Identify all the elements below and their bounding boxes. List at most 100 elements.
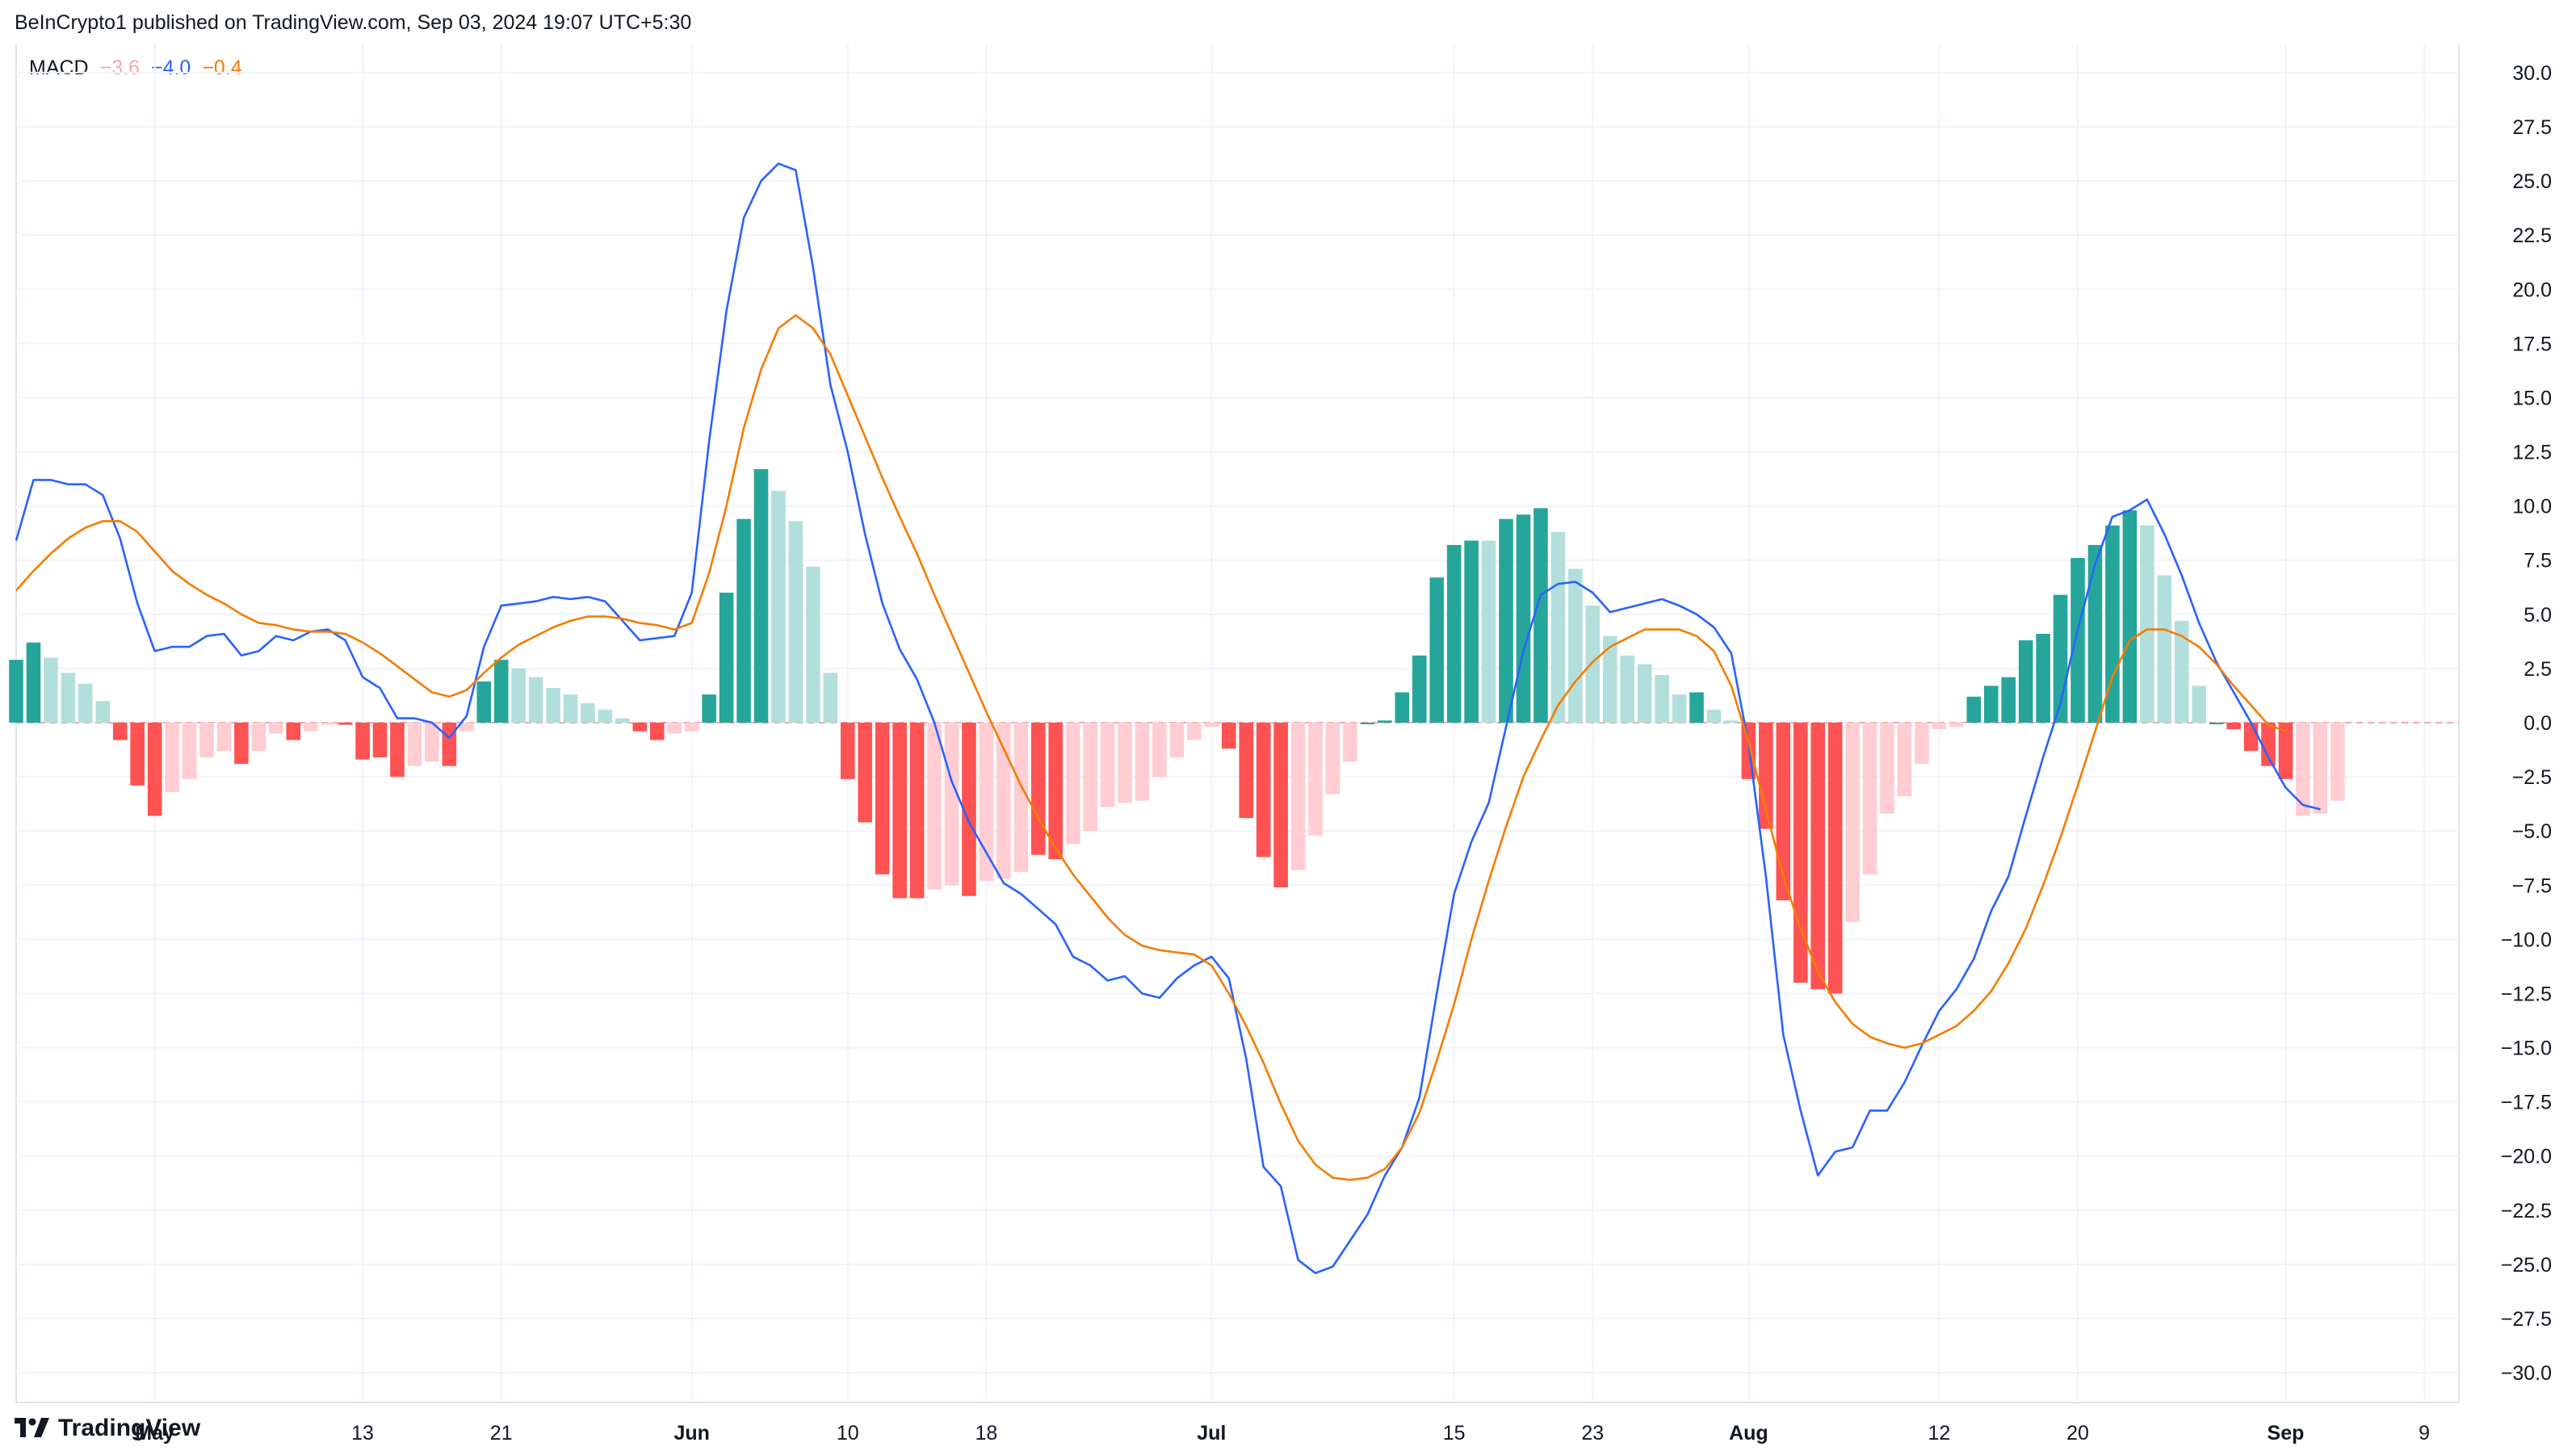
- y-tick-label: 17.5: [2512, 333, 2552, 355]
- histogram-bar: [875, 723, 890, 874]
- histogram-bar: [1395, 692, 1410, 723]
- histogram-bar: [563, 694, 578, 723]
- histogram-bar: [1169, 723, 1185, 757]
- y-tick-label: −27.5: [2501, 1308, 2552, 1331]
- histogram-bar: [1759, 723, 1773, 829]
- axes-layer: 30.0 27.5 25.0 22.5 20.0 17.5 15.0 12.5 10.0 7.5 5…: [135, 62, 2552, 1445]
- macd-line: [15, 162, 2321, 1274]
- histogram-bar: [2296, 723, 2310, 816]
- histogram-bar: [61, 673, 76, 723]
- histogram-bar: [1048, 723, 1064, 860]
- histogram-bar: [476, 681, 492, 723]
- y-tick-label: −17.5: [2501, 1092, 2552, 1114]
- histogram-bar: [1550, 531, 1566, 723]
- histogram-bar: [78, 683, 93, 723]
- histogram-bar: [702, 694, 716, 723]
- histogram-bar: [1256, 723, 1271, 857]
- histogram-bar: [9, 660, 23, 723]
- histogram-bar: [1915, 723, 1929, 764]
- histogram-bar: [2174, 620, 2189, 723]
- y-tick-label: 2.5: [2524, 658, 2552, 681]
- histogram-bar: [459, 723, 474, 732]
- histogram-bar: [615, 718, 630, 723]
- histogram-bar: [823, 673, 838, 723]
- histogram-bar: [1983, 686, 1999, 723]
- histogram-bar: [598, 709, 613, 723]
- histogram-bar: [1689, 692, 1704, 723]
- histogram-bar: [1118, 723, 1132, 803]
- histogram-bar: [996, 723, 1011, 879]
- y-tick-label: −20.0: [2501, 1146, 2552, 1168]
- signal-line: [15, 314, 2286, 1181]
- histogram-bar: [112, 723, 128, 740]
- indicator-legend: MACD −3.6 −4.0 −0.4: [29, 57, 242, 80]
- legend-indicator-name[interactable]: MACD: [29, 57, 89, 79]
- x-tick-label: Jul: [1197, 1422, 1226, 1445]
- histogram-bar: [269, 723, 283, 734]
- histogram-bar: [944, 723, 959, 886]
- histogram-bar: [355, 723, 370, 760]
- y-tick-label: 10.0: [2512, 496, 2552, 518]
- histogram-bar: [1862, 723, 1877, 874]
- histogram-bar: [321, 723, 335, 725]
- histogram-bar: [1360, 723, 1375, 724]
- histogram-bar: [199, 723, 214, 757]
- histogram-bar: [667, 723, 682, 734]
- histogram-bar: [1655, 674, 1669, 723]
- histogram-bar: [1446, 544, 1462, 723]
- histogram-bar: [2226, 723, 2241, 730]
- histogram-bar: [1325, 723, 1340, 795]
- x-tick-label: 12: [1928, 1422, 1950, 1445]
- histogram-bar: [1499, 518, 1513, 723]
- histogram-bar: [1602, 635, 1617, 723]
- histogram-bar: [736, 518, 751, 723]
- legend-signal-value: −0.4: [202, 57, 242, 79]
- histogram-bar: [1481, 540, 1496, 723]
- histogram-bar: [95, 701, 111, 723]
- histogram-bar: [2001, 677, 2016, 723]
- y-tick-label: −25.0: [2501, 1254, 2552, 1277]
- histogram-bar: [165, 723, 179, 792]
- histogram-bar: [1568, 568, 1583, 723]
- histogram-bar: [1429, 577, 1445, 723]
- y-tick-label: 12.5: [2512, 442, 2552, 464]
- x-tick-label: May: [135, 1422, 174, 1445]
- histogram-bar: [2140, 525, 2154, 723]
- x-tick-label: 9: [2419, 1422, 2430, 1445]
- histogram-bar: [858, 723, 873, 823]
- histogram-bar: [546, 688, 560, 723]
- histogram-layer: [9, 469, 2345, 994]
- histogram-bar: [2122, 509, 2138, 723]
- histogram-bar: [1845, 723, 1860, 922]
- x-tick-label: 10: [837, 1422, 859, 1445]
- histogram-bar: [1585, 606, 1601, 723]
- histogram-bar: [806, 566, 820, 723]
- histogram-bar: [1030, 723, 1046, 855]
- histogram-bar: [892, 723, 907, 899]
- histogram-bar: [1204, 723, 1219, 728]
- y-tick-label: 15.0: [2512, 387, 2552, 409]
- histogram-bar: [1083, 723, 1097, 832]
- histogram-bar: [1827, 723, 1843, 994]
- histogram-bar: [581, 702, 595, 723]
- histogram-bar: [1464, 540, 1479, 723]
- histogram-bar: [147, 723, 162, 816]
- histogram-bar: [771, 490, 786, 723]
- histogram-bar: [2313, 723, 2328, 814]
- histogram-bar: [1065, 723, 1080, 845]
- y-tick-label: −5.0: [2512, 820, 2552, 843]
- histogram-bar: [303, 723, 318, 732]
- histogram-bar: [2105, 525, 2120, 723]
- histogram-bar: [1724, 720, 1739, 723]
- histogram-bar: [1880, 723, 1894, 814]
- histogram-bar: [632, 723, 648, 732]
- histogram-bar: [1013, 723, 1029, 873]
- histogram-bar: [372, 723, 388, 757]
- histogram-bar: [2036, 633, 2050, 723]
- histogram-bar: [1949, 723, 1964, 728]
- x-tick-label: 13: [351, 1422, 374, 1445]
- legend-macd-value: −4.0: [150, 57, 191, 79]
- tradingview-brand[interactable]: TradingView: [15, 1415, 200, 1442]
- y-tick-label: 22.5: [2512, 224, 2552, 247]
